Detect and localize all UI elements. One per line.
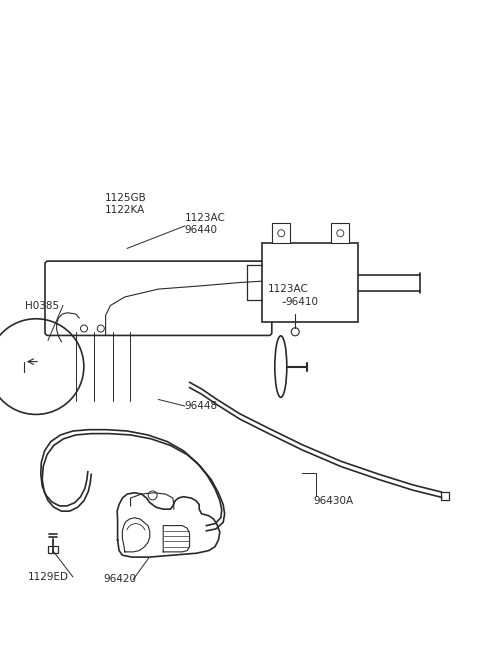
Text: 96410: 96410	[286, 297, 319, 307]
Text: 96440: 96440	[185, 225, 218, 235]
Text: 1129ED: 1129ED	[28, 572, 69, 582]
Ellipse shape	[275, 336, 287, 397]
Text: 1123AC: 1123AC	[268, 284, 309, 294]
Text: 1122KA: 1122KA	[105, 205, 145, 215]
Text: 96430A: 96430A	[313, 495, 353, 506]
Text: 1123AC: 1123AC	[185, 213, 226, 223]
Bar	[441, 492, 448, 500]
Bar	[262, 243, 358, 322]
Text: 96420: 96420	[103, 574, 136, 585]
Bar	[272, 223, 290, 243]
Text: 96448: 96448	[185, 401, 218, 411]
FancyBboxPatch shape	[48, 546, 58, 553]
FancyBboxPatch shape	[45, 261, 272, 336]
Bar	[331, 223, 349, 243]
Text: H0385: H0385	[25, 300, 59, 311]
Text: 1125GB: 1125GB	[105, 193, 146, 204]
